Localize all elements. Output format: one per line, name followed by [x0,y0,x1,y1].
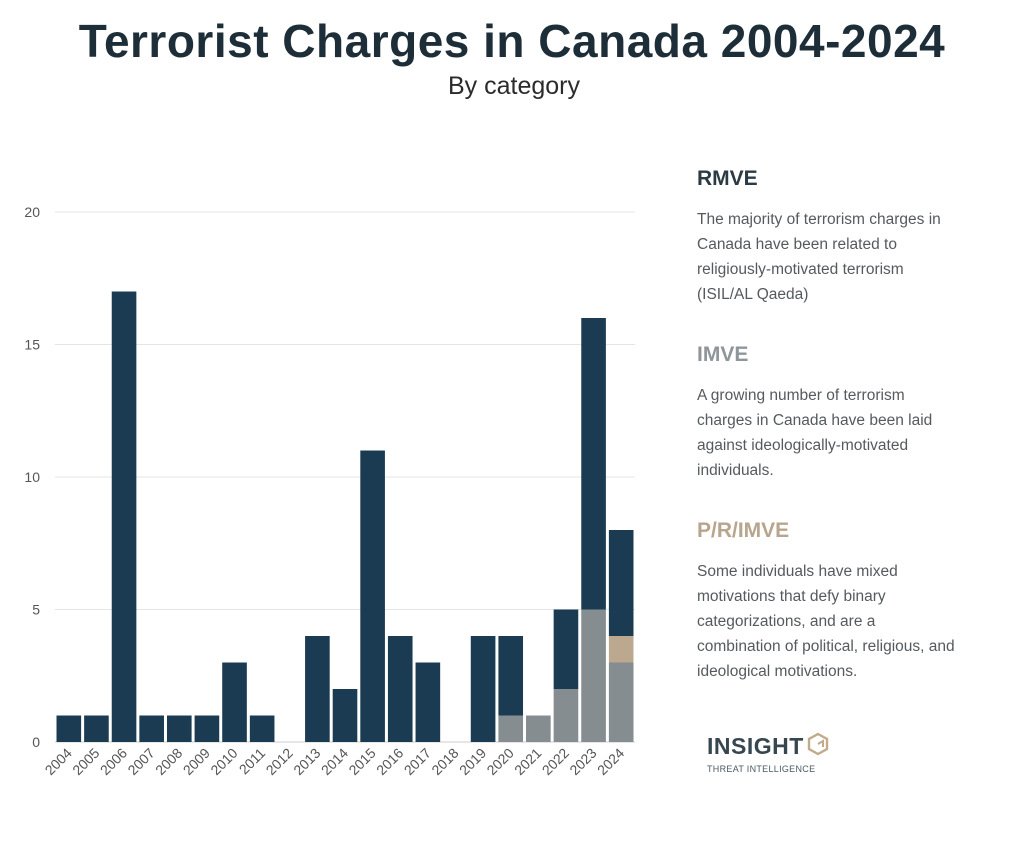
x-tick-label: 2006 [97,745,130,778]
bar-segment [608,530,634,636]
x-tick-label: 2010 [207,745,240,778]
bar-segment [166,715,192,742]
x-tick-label: 2005 [69,745,102,778]
x-tick-label: 2007 [124,745,157,778]
logo-tagline: THREAT INTELLIGENCE [707,764,816,774]
legend-primve-line: Some individuals have mixed [697,563,898,580]
x-tick-label: 2012 [263,745,296,778]
y-tick-label: 5 [32,602,40,618]
bar-segment [194,715,220,742]
x-tick-label: 2021 [511,745,544,778]
x-tick-label: 2023 [566,745,599,778]
legend-primve-line: combination of political, religious, and [697,638,955,655]
x-tick-label: 2009 [180,745,213,778]
legend-imve: IMVE A growing number of terrorism charg… [697,343,1002,483]
bar-segment [553,689,579,742]
chart-subtitle: By category [447,72,580,100]
bar-segment [222,662,247,742]
bar-segment [526,715,551,742]
logo-wordmark: INSIGHT [707,733,804,759]
bar-segment [553,609,579,689]
bar-segment [387,636,413,742]
x-tick-label: 2024 [594,745,627,778]
bar-segment [608,662,634,742]
bar-segment [498,636,524,716]
legend-rmve-heading: RMVE [697,167,758,190]
legend-imve-line: individuals. [697,462,774,479]
bar-segment [415,662,441,742]
bar-segment [56,715,82,742]
legend-imve-line: A growing number of terrorism [697,387,905,404]
legend-primve-text: Some individuals have mixed motivations … [697,559,1002,684]
insight-logo: INSIGHT THREAT INTELLIGENCE [707,732,830,774]
chart-title: Terrorist Charges in Canada 2004-2024 [78,15,946,67]
y-tick-label: 10 [24,469,40,485]
insight-logo-icon [806,732,830,762]
bar-segment [581,318,606,610]
bar-segment [111,291,137,742]
bar-segment [470,636,496,742]
legend-imve-line: charges in Canada have been laid [697,412,933,429]
legend-primve: P/R/IMVE Some individuals have mixed mot… [697,519,1002,684]
x-tick-label: 2018 [428,745,461,778]
legend-imve-heading: IMVE [697,343,749,366]
bar-segment [84,715,109,742]
legend-rmve: RMVE The majority of terrorism charges i… [697,167,1002,307]
legend-primve-line: ideological motivations. [697,663,858,680]
legend-primve-line: motivations that defy binary [697,588,886,605]
bar-segment [581,609,606,742]
bar-segment [608,636,634,663]
legend-rmve-text: The majority of terrorism charges in Can… [697,207,1002,307]
y-tick-label: 0 [32,734,40,750]
legend-rmve-line: Canada have been related to [697,236,897,253]
y-tick-label: 20 [24,204,40,220]
x-tick-label: 2019 [456,745,489,778]
legend-primve-line: categorizations, and are a [697,613,876,630]
x-tick-label: 2008 [152,745,185,778]
x-tick-label: 2013 [290,745,323,778]
legend-rmve-line: religiously-motivated terrorism [697,261,904,278]
bar-segment [305,636,330,742]
legend-imve-line: against ideologically-motivated [697,437,909,454]
x-tick-label: 2004 [42,745,75,778]
x-tick-label: 2017 [401,745,434,778]
legend-rmve-line: The majority of terrorism charges in [697,211,941,228]
bar-segment [360,450,385,742]
legend-rmve-line: (ISIL/AL Qaeda) [697,286,809,303]
bar-chart: 0 5 10 15 20 20042005200620072008200920102011… [24,204,635,778]
bar-segment [332,689,358,742]
x-tick-label: 2016 [373,745,406,778]
legend-imve-text: A growing number of terrorism charges in… [697,383,1002,483]
x-tick-label: 2022 [539,745,572,778]
x-tick-label: 2015 [345,745,378,778]
bar-segment [498,715,524,742]
bar-segment [139,715,164,742]
x-tick-label: 2020 [483,745,516,778]
y-tick-label: 15 [24,337,40,353]
legend-primve-heading: P/R/IMVE [697,519,790,542]
x-tick-label: 2011 [236,745,269,778]
bar-segment [249,715,275,742]
x-tick-label: 2014 [318,745,351,778]
